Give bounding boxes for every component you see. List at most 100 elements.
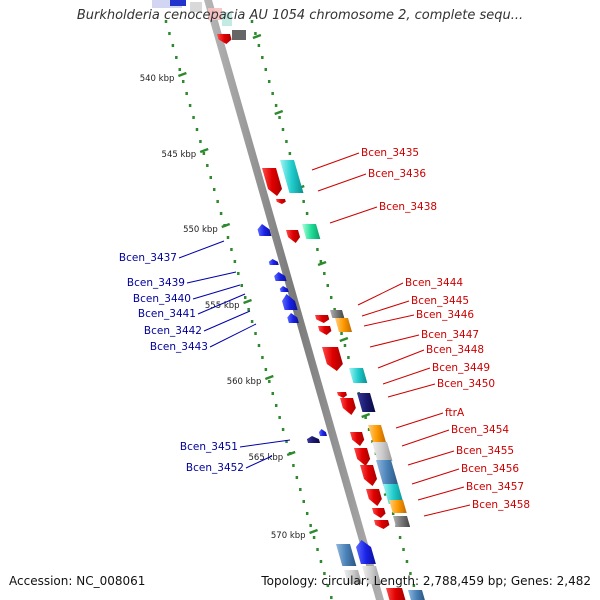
gene-label-bcen-3438[interactable]: Bcen_3438 — [379, 201, 437, 213]
gene-feature[interactable] — [306, 436, 321, 443]
guide-dot — [292, 464, 295, 467]
guide-dot — [326, 584, 330, 587]
gene-feature[interactable] — [274, 272, 287, 281]
leader-line-reverse — [178, 240, 225, 259]
chromosome-backbone — [204, 0, 384, 600]
gene-feature[interactable] — [280, 160, 304, 193]
guide-dot — [347, 356, 350, 359]
gene-label-bcen-3442[interactable]: Bcen_3442 — [144, 325, 202, 337]
gene-label-bcen-3437[interactable]: Bcen_3437 — [119, 252, 177, 264]
guide-dot — [247, 308, 250, 311]
gene-label-bcen-3456[interactable]: Bcen_3456 — [461, 463, 519, 475]
gene-label-bcen-3440[interactable]: Bcen_3440 — [133, 293, 191, 305]
guide-dot — [309, 524, 312, 527]
gene-feature[interactable] — [408, 590, 425, 600]
guide-dot — [302, 200, 305, 203]
gene-feature[interactable] — [372, 508, 386, 518]
gene-feature[interactable] — [383, 484, 404, 504]
guide-dot — [412, 584, 416, 587]
gene-feature[interactable] — [374, 520, 390, 529]
gene-feature[interactable] — [344, 570, 363, 584]
gene-feature[interactable] — [356, 540, 376, 564]
reverse-gene-labels: Bcen_3437 Bcen_3439 Bcen_3440 Bcen_3441 … — [119, 252, 244, 474]
kbp-tick-left — [221, 222, 231, 229]
gene-feature[interactable] — [368, 425, 386, 442]
gene-feature[interactable] — [330, 310, 345, 318]
gene-label-bcen-3435[interactable]: Bcen_3435 — [361, 147, 419, 159]
gene-label-ftra[interactable]: ftrA — [445, 407, 465, 419]
gene-feature[interactable] — [322, 347, 343, 371]
gene-feature[interactable] — [217, 34, 232, 44]
guide-dot — [178, 68, 182, 71]
gene-label-bcen-3454[interactable]: Bcen_3454 — [451, 424, 509, 436]
guide-dot — [206, 164, 209, 167]
gene-feature[interactable] — [335, 318, 353, 332]
gene-feature[interactable] — [376, 460, 399, 486]
guide-dot — [175, 56, 178, 59]
gene-feature[interactable] — [279, 286, 289, 292]
guide-dot — [274, 404, 278, 407]
kbp-label: 540 kbp — [140, 74, 175, 84]
gene-feature[interactable] — [362, 566, 382, 584]
gene-feature[interactable] — [360, 465, 378, 486]
gene-feature[interactable] — [340, 398, 356, 415]
gene-label-bcen-3439[interactable]: Bcen_3439 — [127, 277, 185, 289]
leader-line-forward — [417, 486, 465, 501]
gene-label-bcen-3448[interactable]: Bcen_3448 — [426, 344, 484, 356]
kbp-tick-left — [264, 374, 274, 381]
gene-label-bcen-3449[interactable]: Bcen_3449 — [432, 362, 490, 374]
gene-feature[interactable] — [268, 259, 279, 265]
gene-feature[interactable] — [350, 432, 365, 446]
guide-dot — [243, 296, 247, 299]
gene-label-bcen-3458[interactable]: Bcen_3458 — [472, 499, 530, 511]
guide-dot — [285, 140, 288, 143]
gene-label-bcen-3443[interactable]: Bcen_3443 — [150, 341, 208, 353]
gene-feature[interactable] — [302, 224, 321, 239]
gene-feature[interactable] — [287, 313, 299, 323]
leader-line-forward — [395, 412, 444, 429]
gene-feature[interactable] — [286, 230, 301, 243]
gene-feature[interactable] — [366, 489, 382, 506]
gene-feature[interactable] — [357, 393, 376, 412]
gene-label-bcen-3455[interactable]: Bcen_3455 — [456, 445, 514, 457]
gene-feature[interactable] — [315, 315, 330, 323]
gene-feature[interactable] — [389, 500, 407, 513]
kbp-label: 560 kbp — [227, 377, 262, 387]
guide-dot — [254, 332, 257, 335]
gene-label-bcen-3450[interactable]: Bcen_3450 — [437, 378, 495, 390]
guide-dot — [305, 512, 309, 515]
guide-dot — [319, 260, 323, 263]
guide-dot — [271, 92, 274, 95]
gene-label-bcen-3445[interactable]: Bcen_3445 — [411, 295, 469, 307]
gene-label-bcen-3446[interactable]: Bcen_3446 — [416, 309, 474, 321]
gene-feature[interactable] — [257, 224, 272, 236]
gene-label-bcen-3447[interactable]: Bcen_3447 — [421, 329, 479, 341]
gene-label-bcen-3436[interactable]: Bcen_3436 — [368, 168, 426, 180]
guide-dot — [254, 32, 257, 35]
leader-line-forward — [423, 504, 471, 517]
gene-feature[interactable] — [349, 368, 368, 383]
guide-dot — [295, 476, 299, 479]
gene-feature[interactable] — [337, 392, 347, 398]
gene-label-bcen-3441[interactable]: Bcen_3441 — [138, 308, 196, 320]
gene-label-bcen-3452[interactable]: Bcen_3452 — [186, 462, 244, 474]
leader-line-forward — [387, 383, 436, 398]
gene-feature[interactable] — [372, 442, 393, 461]
gene-feature[interactable] — [386, 588, 406, 600]
gene-feature[interactable] — [336, 544, 357, 566]
gene-feature[interactable] — [318, 429, 328, 436]
gene-feature[interactable] — [262, 168, 283, 196]
leader-line-forward — [311, 152, 360, 171]
gene-feature[interactable] — [276, 199, 286, 204]
kbp-label: 565 kbp — [249, 453, 284, 463]
top-partial-features — [152, 0, 246, 40]
kbp-tick-left — [177, 71, 187, 78]
gene-feature[interactable] — [318, 326, 332, 335]
gene-label-bcen-3451[interactable]: Bcen_3451 — [180, 441, 238, 453]
gene-label-bcen-3444[interactable]: Bcen_3444 — [405, 277, 463, 289]
gene-label-bcen-3457[interactable]: Bcen_3457 — [466, 481, 524, 493]
gene-feature[interactable] — [282, 294, 298, 310]
gene-feature[interactable] — [354, 448, 371, 466]
gene-feature[interactable] — [393, 516, 411, 527]
gene-features — [217, 34, 425, 600]
